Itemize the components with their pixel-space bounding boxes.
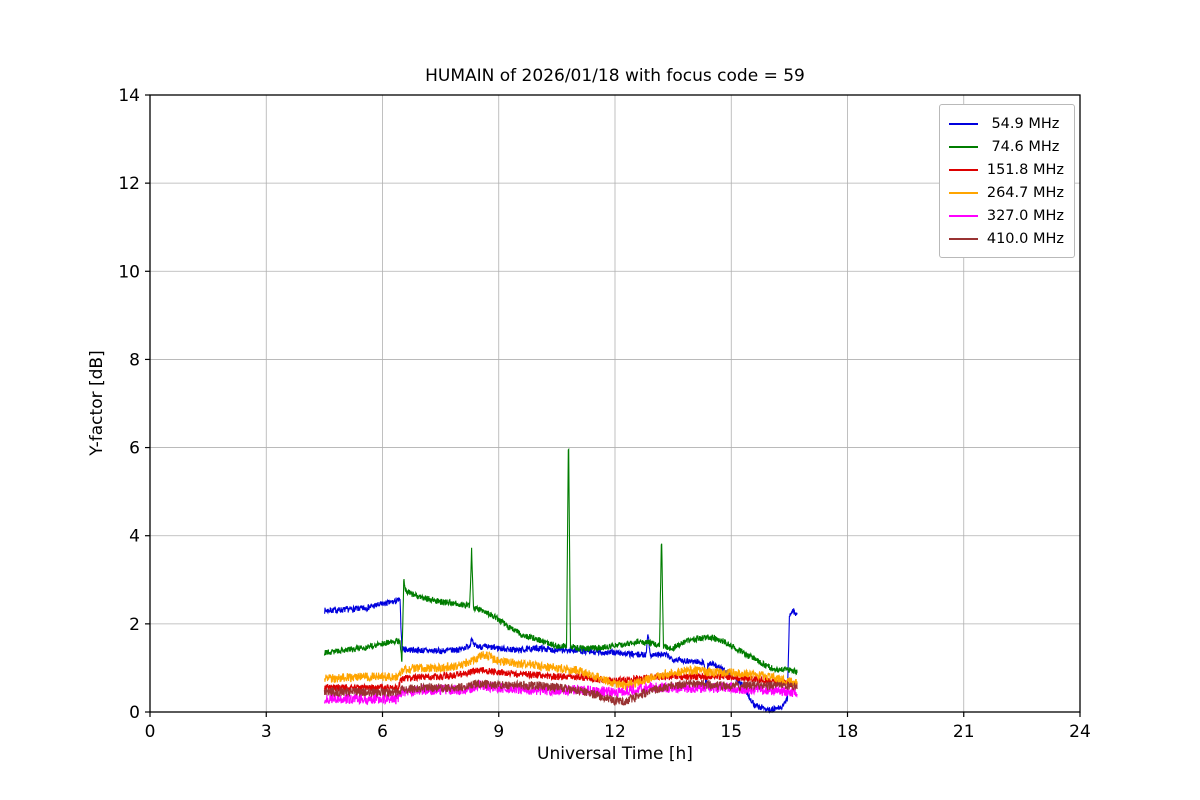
y-tick-label: 2 (129, 615, 140, 635)
y-axis-label: Y-factor [dB] (87, 350, 107, 456)
series-line-410.0-MHz (323, 678, 798, 706)
x-tick-label: 6 (377, 722, 388, 742)
legend-line-swatch (948, 145, 978, 148)
x-tick-label: 12 (604, 722, 626, 742)
x-tick-label: 0 (145, 722, 156, 742)
legend-label: 410.0 MHz (986, 230, 1064, 247)
series-line-151.8-MHz (323, 667, 798, 693)
y-tick-label: 14 (118, 86, 140, 106)
x-tick-label: 15 (720, 722, 742, 742)
y-tick-label: 12 (118, 174, 140, 194)
y-tick-label: 4 (129, 527, 140, 547)
x-axis-label: Universal Time [h] (537, 744, 693, 764)
legend-line-swatch (948, 168, 978, 171)
legend-item: 54.9 MHz (948, 112, 1064, 135)
x-tick-label: 18 (837, 722, 859, 742)
legend-item: 327.0 MHz (948, 204, 1064, 227)
y-tick-label: 10 (118, 262, 140, 282)
y-tick-label: 8 (129, 350, 140, 370)
x-tick-label: 9 (493, 722, 504, 742)
legend-label: 264.7 MHz (986, 184, 1064, 201)
x-tick-label: 24 (1069, 722, 1091, 742)
chart-title: HUMAIN of 2026/01/18 with focus code = 5… (425, 66, 805, 86)
x-tick-label: 21 (953, 722, 975, 742)
series-line-264.7-MHz (323, 651, 798, 692)
legend-item: 410.0 MHz (948, 227, 1064, 250)
legend-line-swatch (948, 122, 978, 125)
legend: 54.9 MHz 74.6 MHz 151.8 MHz 264.7 MHz 327.0… (938, 104, 1075, 258)
legend-label: 151.8 MHz (986, 161, 1064, 178)
legend-item: 74.6 MHz (948, 135, 1064, 158)
legend-label: 74.6 MHz (986, 138, 1060, 155)
legend-line-swatch (948, 214, 978, 217)
series-line-74.6-MHz (323, 447, 798, 676)
legend-label: 327.0 MHz (986, 207, 1064, 224)
legend-item: 264.7 MHz (948, 181, 1064, 204)
legend-item: 151.8 MHz (948, 158, 1064, 181)
legend-line-swatch (948, 191, 978, 194)
y-tick-label: 6 (129, 439, 140, 459)
legend-line-swatch (948, 237, 978, 240)
legend-label: 54.9 MHz (986, 115, 1060, 132)
y-tick-label: 0 (129, 703, 140, 723)
x-tick-label: 3 (261, 722, 272, 742)
series-line-54.9-MHz (324, 597, 798, 714)
